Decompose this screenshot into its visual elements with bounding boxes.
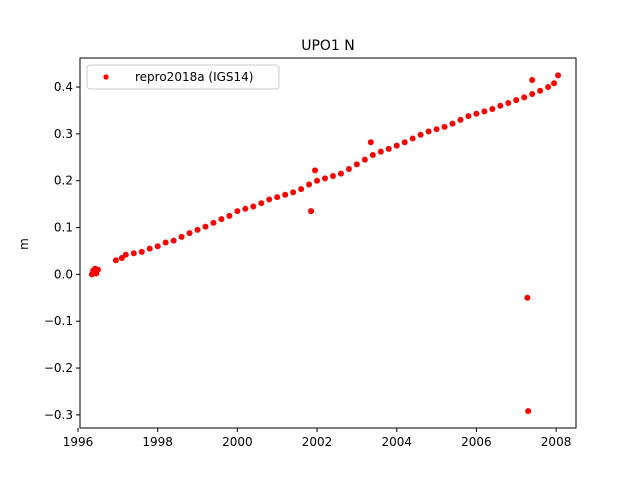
- data-point: [401, 139, 408, 146]
- data-point: [505, 99, 512, 106]
- x-tick-label: 2002: [302, 435, 333, 449]
- data-point: [465, 113, 472, 120]
- data-point: [314, 177, 321, 184]
- data-point: [513, 97, 520, 104]
- x-tick-label: 1996: [63, 435, 94, 449]
- data-point: [449, 120, 456, 127]
- data-point: [250, 203, 257, 210]
- x-tick-label: 2004: [381, 435, 412, 449]
- data-point: [529, 77, 536, 84]
- y-tick-label: −0.3: [44, 408, 73, 422]
- data-point: [409, 135, 416, 142]
- scatter-marks: [88, 72, 562, 415]
- x-tick-label: 1998: [142, 435, 173, 449]
- data-point: [525, 408, 532, 415]
- x-tick-label: 2000: [222, 435, 253, 449]
- data-point: [138, 248, 145, 255]
- data-point: [118, 254, 125, 261]
- data-point: [322, 175, 329, 182]
- data-point: [361, 156, 368, 163]
- legend: repro2018a (IGS14): [86, 64, 280, 90]
- data-point: [234, 208, 241, 215]
- data-point: [94, 266, 101, 273]
- data-point: [529, 91, 536, 98]
- data-point: [555, 72, 562, 79]
- y-tick-label: 0.3: [54, 127, 73, 141]
- data-point: [385, 145, 392, 152]
- data-point: [433, 126, 440, 133]
- data-point: [290, 189, 297, 196]
- data-point: [170, 237, 177, 244]
- data-point: [473, 110, 480, 117]
- y-tick-label: −0.1: [44, 314, 73, 328]
- legend-box: [86, 64, 280, 90]
- x-tick-label: 2008: [541, 435, 572, 449]
- data-point: [258, 200, 265, 207]
- data-point: [367, 139, 374, 146]
- legend-label: repro2018a (IGS14): [135, 70, 253, 84]
- x-tick-label: 2006: [461, 435, 492, 449]
- legend-marker: [103, 74, 109, 80]
- data-point: [312, 167, 319, 174]
- data-point: [345, 166, 352, 172]
- y-tick-label: 0.4: [54, 80, 73, 94]
- data-point: [186, 230, 193, 237]
- y-axis-label: m: [17, 238, 31, 250]
- data-point: [393, 142, 400, 149]
- data-point: [521, 94, 528, 101]
- x-axis-ticks: 1996 1998 2000 2002 2004 2006 2008: [63, 428, 572, 449]
- data-point: [162, 239, 169, 246]
- data-point: [154, 243, 161, 250]
- data-point: [497, 102, 504, 109]
- data-point: [122, 251, 129, 258]
- y-tick-label: 0.1: [54, 221, 73, 235]
- data-point: [337, 170, 344, 177]
- y-tick-label: 0.0: [54, 267, 73, 281]
- data-point: [282, 191, 289, 198]
- data-point: [298, 186, 305, 193]
- data-point: [377, 148, 384, 155]
- data-point: [353, 161, 360, 168]
- chart-title: UPO1 N: [301, 38, 355, 54]
- data-point: [329, 173, 336, 180]
- data-point: [425, 128, 432, 135]
- y-tick-label: −0.2: [44, 361, 73, 375]
- y-axis-ticks: −0.3 −0.2 −0.1 0.0 0.1 0.2 0.3 0.4: [44, 80, 80, 422]
- data-point: [524, 294, 531, 301]
- data-point: [242, 205, 249, 212]
- data-point: [417, 131, 424, 138]
- data-point: [202, 223, 209, 230]
- data-point: [457, 116, 464, 123]
- data-point: [489, 106, 496, 113]
- data-point: [306, 181, 313, 188]
- axes-frame: [79, 57, 577, 429]
- data-point: [266, 196, 273, 203]
- data-point: [274, 194, 281, 201]
- y-tick-label: 0.2: [54, 174, 73, 188]
- data-point: [226, 212, 233, 219]
- data-point: [441, 123, 448, 130]
- data-point: [112, 257, 119, 264]
- data-point: [545, 84, 552, 91]
- data-point: [218, 216, 225, 223]
- data-point: [178, 233, 185, 240]
- data-point: [481, 108, 488, 115]
- data-point: [537, 87, 544, 94]
- data-point: [210, 219, 217, 226]
- data-point: [130, 250, 137, 257]
- data-point: [369, 151, 376, 158]
- data-point: [308, 208, 315, 215]
- data-point: [551, 80, 558, 87]
- data-point: [146, 245, 153, 252]
- data-point: [194, 226, 201, 233]
